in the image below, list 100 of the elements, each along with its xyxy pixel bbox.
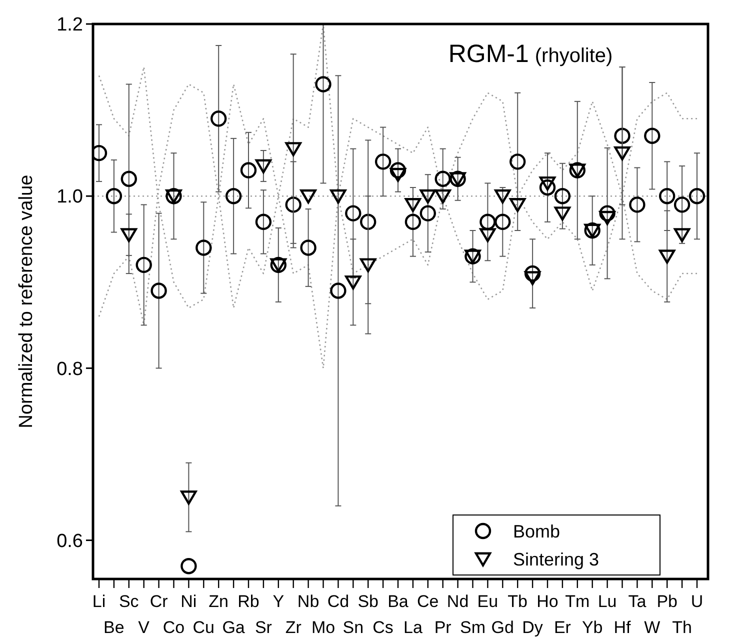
point [225, 188, 242, 204]
x-tick-label: Lu [598, 592, 617, 611]
x-tick-label: Sc [118, 592, 140, 611]
point [434, 170, 451, 187]
legend-label: Bomb [513, 521, 560, 542]
x-tick-label: Sr [254, 618, 272, 637]
x-tick-label: Rb [238, 592, 260, 611]
point [374, 154, 392, 170]
x-tick-label: V [138, 618, 150, 637]
point [240, 162, 257, 178]
x-tick-label: Th [672, 618, 692, 637]
point [629, 196, 646, 213]
point [345, 275, 362, 290]
text: (rhyolite) [534, 45, 613, 67]
x-tick-label: Pr [434, 618, 452, 637]
point [390, 168, 406, 182]
point [659, 188, 676, 204]
x-tick-label: Tb [508, 592, 528, 611]
point [674, 228, 690, 242]
point [688, 188, 706, 204]
x-tick-label: Yb [582, 618, 603, 637]
x-tick-label: Ta [628, 592, 647, 611]
x-tick-label: Mo [311, 618, 336, 637]
x-tick-label: Ce [417, 592, 439, 611]
x-tick-label: Sn [342, 618, 364, 637]
point [360, 214, 376, 230]
x-tick-label: Pb [656, 592, 678, 611]
point [330, 282, 346, 299]
x-tick-label: Hf [614, 618, 632, 637]
point [255, 214, 272, 230]
point [300, 189, 316, 204]
x-tick-label: Ga [222, 618, 246, 637]
x-tick-label: Cs [372, 618, 394, 637]
point [539, 179, 556, 196]
point [345, 205, 362, 222]
x-tick-label: Cr [150, 592, 168, 611]
x-tick-label: La [403, 618, 423, 637]
x-tick-label: Ni [180, 592, 197, 611]
x-tick-label: Er [554, 618, 572, 637]
x-tick-label: Ho [536, 592, 558, 611]
y-tick-label: 1.0 [56, 186, 83, 208]
x-tick-label: Dy [522, 618, 544, 637]
point [330, 189, 346, 204]
x-tick-label: W [644, 618, 660, 637]
point [180, 558, 197, 574]
x-tick-label: Tm [565, 592, 590, 611]
point [150, 282, 167, 299]
x-tick-label: Sb [358, 592, 378, 611]
point [674, 196, 690, 213]
point [614, 146, 630, 160]
point [255, 159, 272, 174]
point [510, 154, 526, 170]
point [360, 258, 376, 272]
point [644, 128, 660, 144]
y-axis-title: Normalized to reference value [16, 174, 37, 428]
point [285, 142, 302, 156]
point [404, 198, 422, 212]
x-tick-label: Li [92, 592, 106, 611]
point [315, 76, 332, 92]
point [480, 214, 496, 230]
x-tick-label: Gd [491, 618, 514, 637]
x-tick-label: Y [272, 592, 284, 611]
y-tick-label: 0.6 [56, 530, 83, 552]
legend-label: Sintering 3 [513, 549, 600, 570]
point [136, 256, 152, 274]
point [420, 205, 436, 222]
point [554, 206, 571, 221]
point [120, 170, 137, 187]
point [300, 240, 316, 256]
x-tick-label: Zn [208, 592, 229, 611]
point [524, 271, 541, 286]
point [196, 240, 212, 256]
x-tick-label: Co [162, 618, 185, 637]
point [599, 205, 616, 222]
point [404, 214, 422, 230]
x-tick-label: U [690, 592, 704, 611]
x-tick-label: Zr [285, 618, 302, 637]
x-tick-label: Cu [192, 618, 215, 637]
point [390, 162, 406, 178]
point [106, 188, 122, 204]
point [599, 210, 616, 226]
point [614, 128, 630, 144]
text: RGM-1 [448, 40, 529, 68]
x-tick-label: Nd [446, 592, 469, 611]
point [180, 490, 197, 505]
x-tick-label: Cd [327, 592, 350, 611]
y-tick-label: 0.8 [56, 358, 83, 380]
x-tick-label: Ba [388, 592, 409, 611]
y-tick-label: 1.2 [56, 14, 83, 36]
point [524, 265, 541, 282]
point [434, 189, 451, 204]
x-tick-label: Eu [477, 592, 498, 611]
point [659, 250, 676, 264]
point [494, 189, 511, 204]
point [285, 196, 302, 213]
point [420, 189, 436, 204]
point [539, 176, 556, 191]
point [480, 228, 496, 242]
point [494, 214, 511, 230]
x-tick-label: Nb [297, 592, 320, 611]
